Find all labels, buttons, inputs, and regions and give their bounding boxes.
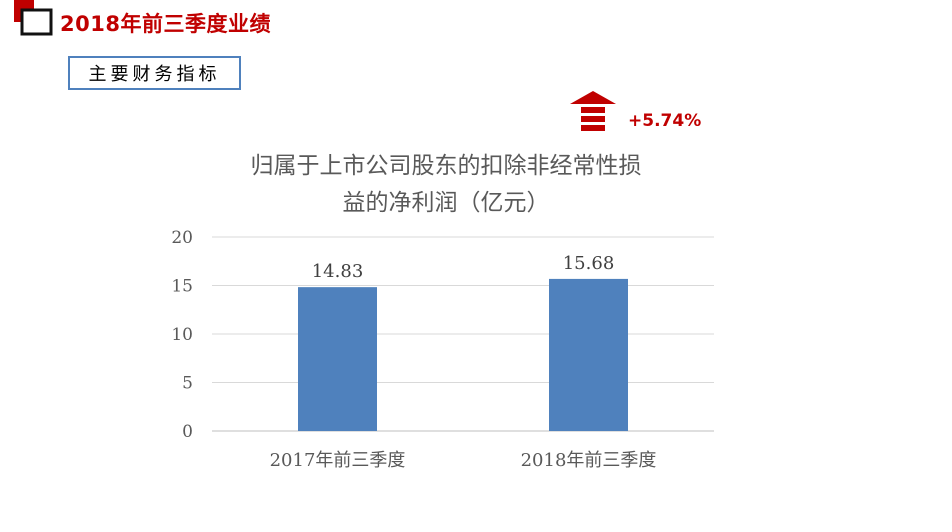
data-labels: 14.83 15.68 xyxy=(312,253,615,282)
gridlines xyxy=(212,236,714,432)
category-label: 2018年前三季度 xyxy=(521,450,657,471)
chart-title-line-2: 益的净利润（亿元） xyxy=(343,190,550,216)
bars xyxy=(298,278,628,431)
y-tick-label: 0 xyxy=(182,422,193,442)
arrow-bar-3 xyxy=(581,125,605,131)
chart-title-line-1: 归属于上市公司股东的扣除非经常性损 xyxy=(251,153,642,179)
arrow-head xyxy=(570,91,616,104)
y-tick-label: 10 xyxy=(171,325,193,345)
page-title: 2018年前三季度业绩 xyxy=(60,12,271,36)
arrow-bar-2 xyxy=(581,116,605,122)
category-label: 2017年前三季度 xyxy=(270,450,406,471)
logo-icon xyxy=(14,0,53,36)
up-arrow-icon xyxy=(570,91,616,131)
bar xyxy=(549,278,628,431)
data-label: 15.68 xyxy=(563,253,615,274)
section-label: 主要财务指标 xyxy=(68,56,241,90)
y-tick-label: 5 xyxy=(182,374,193,394)
data-label: 14.83 xyxy=(312,261,364,282)
arrow-bar-1 xyxy=(581,107,605,113)
bar xyxy=(298,287,377,431)
growth-value: +5.74% xyxy=(628,111,702,131)
y-tick-label: 20 xyxy=(171,228,193,248)
y-axis-ticks: 0 5 10 15 20 xyxy=(171,228,193,442)
y-tick-label: 15 xyxy=(171,277,193,297)
logo-outline-square xyxy=(20,8,53,36)
x-axis-categories: 2017年前三季度 2018年前三季度 xyxy=(270,450,657,471)
